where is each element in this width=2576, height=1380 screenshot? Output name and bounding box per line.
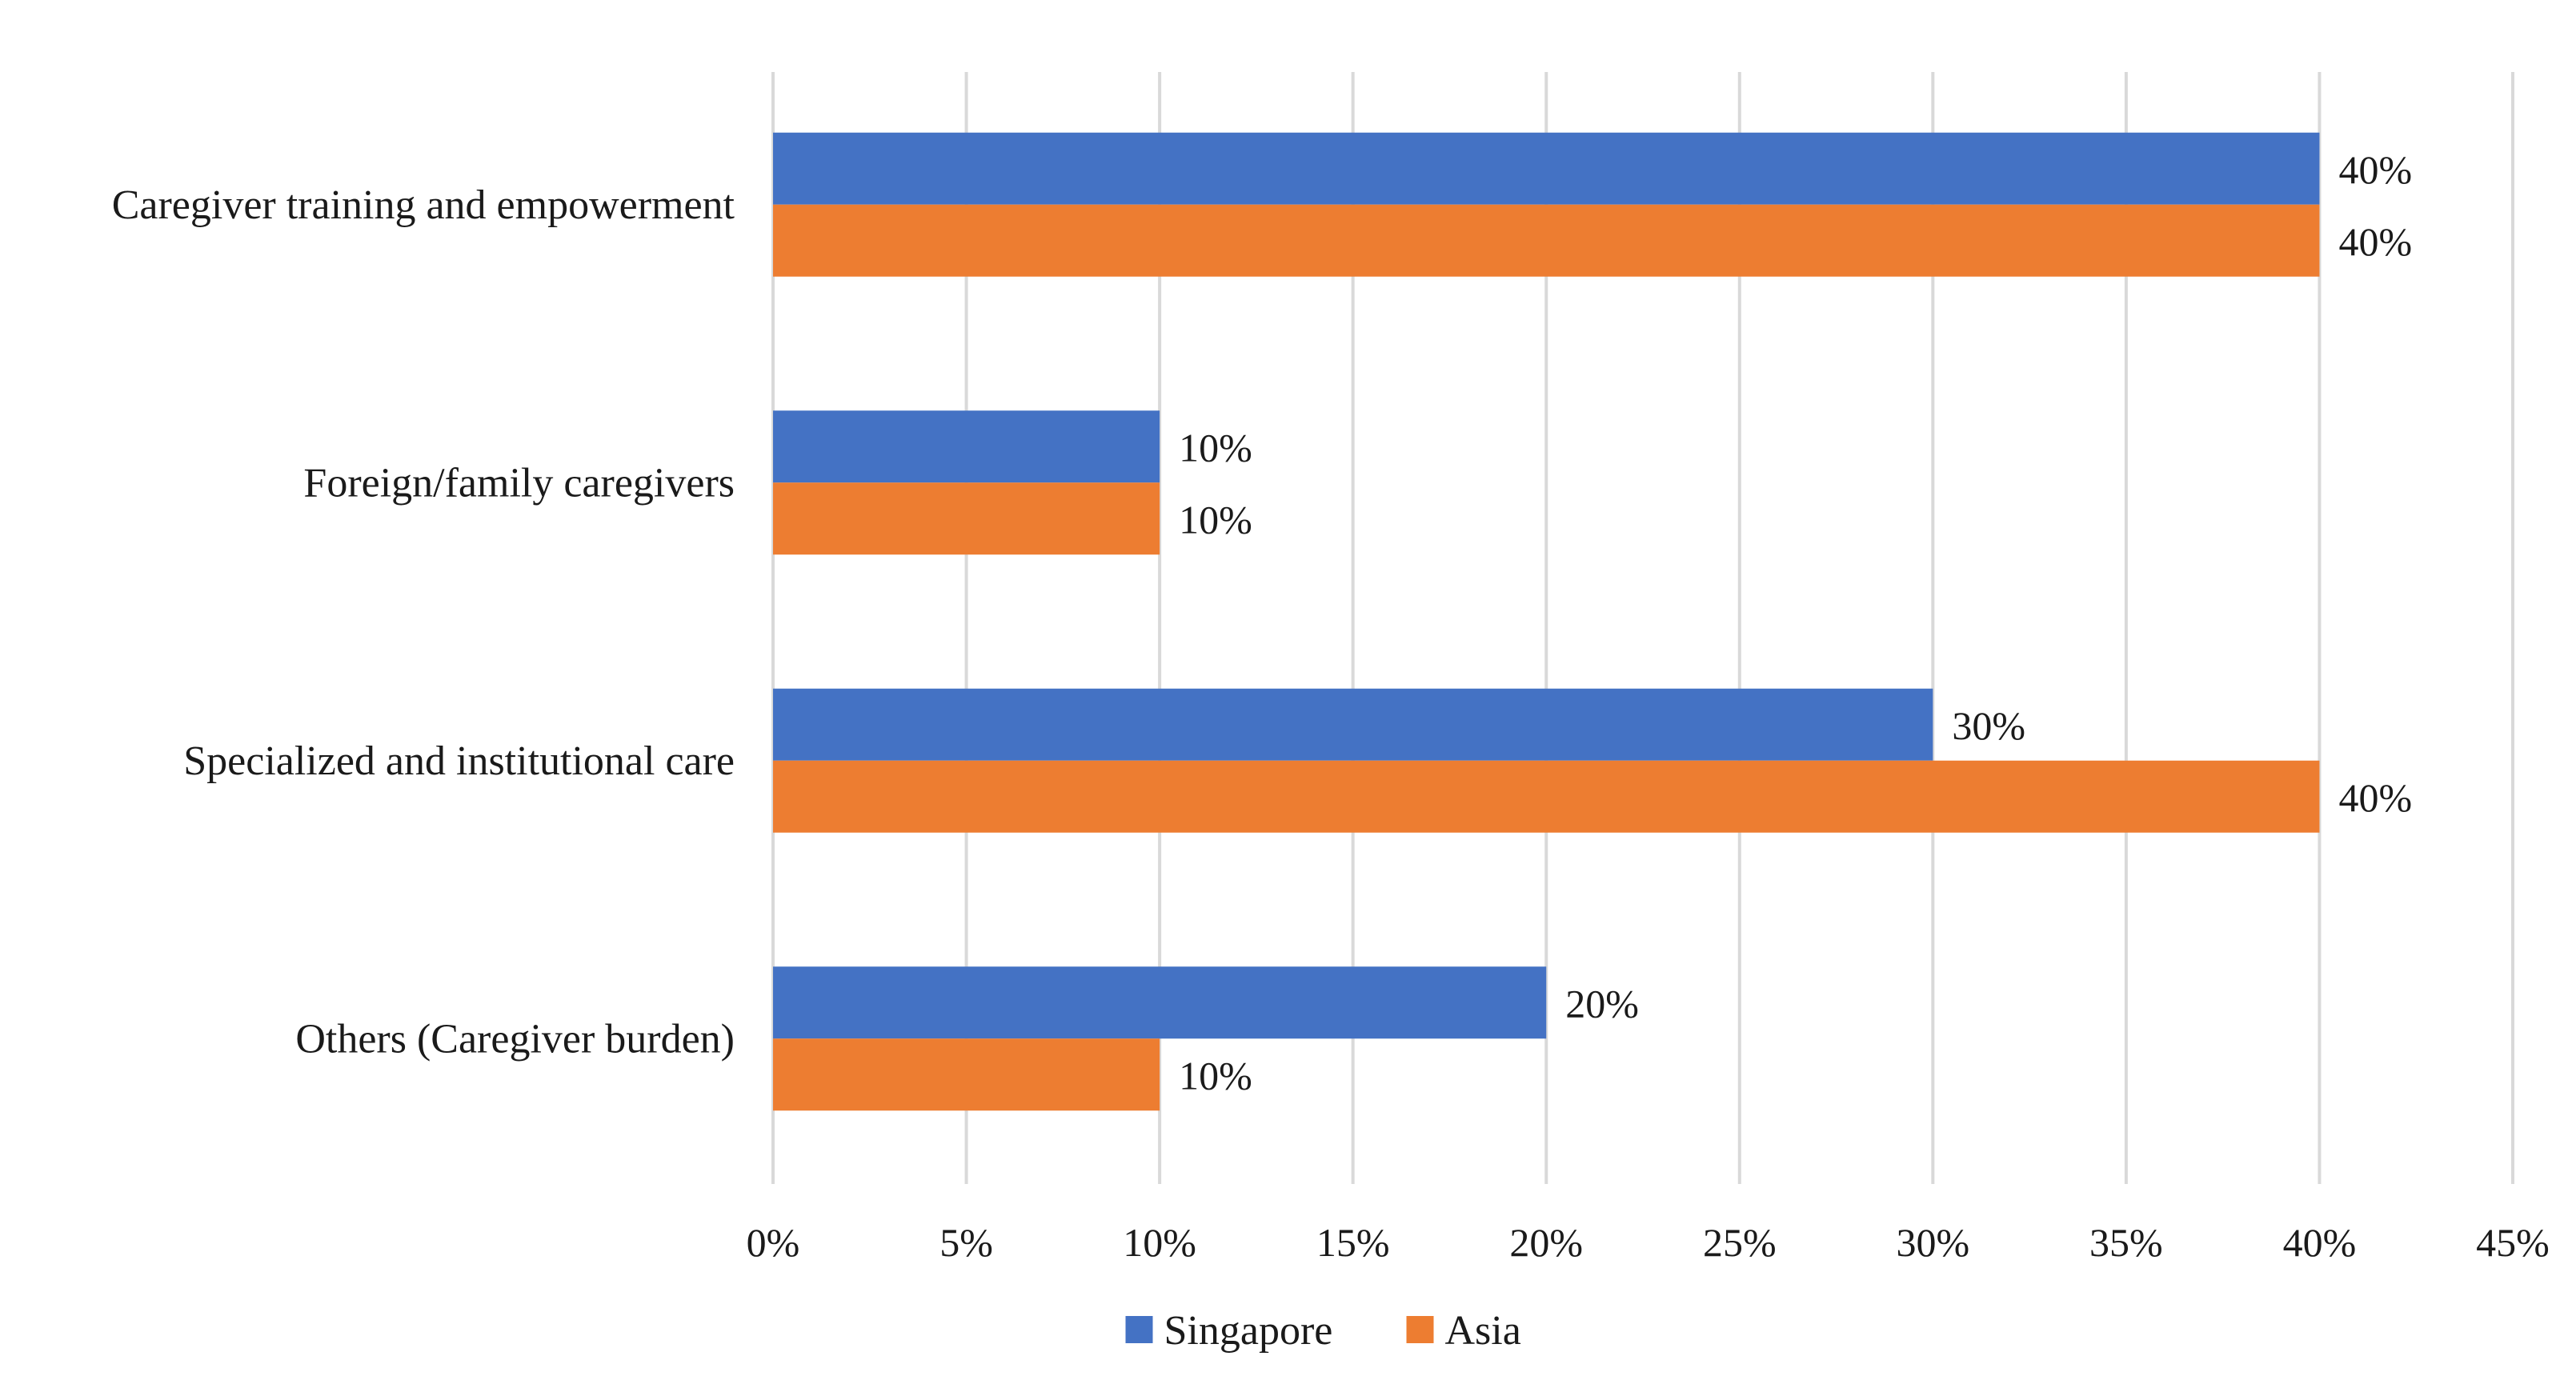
x-tick-label: 0% [747, 1220, 800, 1265]
bar-asia [773, 482, 1160, 555]
legend-swatch [1125, 1316, 1153, 1343]
legend-item-asia: Asia [1406, 1308, 1521, 1354]
legend-label: Singapore [1164, 1308, 1333, 1354]
legend-label: Asia [1445, 1308, 1521, 1354]
legend-item-singapore: Singapore [1125, 1308, 1333, 1354]
x-axis-ticks: 0% 5% 10% 15% 20% 25% 30% 35% 40% 45% [747, 1220, 2550, 1265]
data-label: 10% [1179, 425, 1252, 470]
x-tick-label: 30% [1897, 1220, 1970, 1265]
data-label: 40% [2338, 775, 2412, 820]
data-label: 10% [1179, 497, 1252, 542]
bar-singapore [773, 966, 1547, 1039]
bar-asia [773, 760, 2320, 833]
data-label: 40% [2338, 147, 2412, 192]
x-tick-label: 25% [1703, 1220, 1777, 1265]
bar-singapore [773, 132, 2320, 205]
bar-singapore [773, 688, 1933, 761]
x-tick-label: 20% [1509, 1220, 1583, 1265]
category-label: Specialized and institutional care [183, 738, 735, 784]
data-label: 10% [1179, 1053, 1252, 1098]
category-label: Caregiver training and empowerment [112, 182, 735, 228]
bar-asia [773, 204, 2320, 277]
category-label: Others (Caregiver burden) [295, 1016, 735, 1062]
category-label: Foreign/family caregivers [303, 460, 735, 506]
x-tick-label: 35% [2089, 1220, 2163, 1265]
bar-asia [773, 1038, 1160, 1111]
bar-singapore [773, 410, 1160, 483]
x-tick-label: 10% [1123, 1220, 1196, 1265]
x-tick-label: 15% [1316, 1220, 1390, 1265]
data-label: 30% [1952, 703, 2025, 748]
legend-swatch [1406, 1316, 1434, 1343]
bars [773, 132, 2320, 1111]
data-label: 40% [2338, 219, 2412, 264]
legend: Singapore Asia [1125, 1308, 1521, 1354]
category-labels: Caregiver training and empowerment Foreig… [112, 182, 735, 1062]
data-label: 20% [1565, 981, 1639, 1026]
x-tick-label: 5% [939, 1220, 993, 1265]
x-tick-label: 45% [2476, 1220, 2550, 1265]
x-tick-label: 40% [2283, 1220, 2357, 1265]
data-labels: 40% 40% 10% 10% 30% 40% 20% 10% [1179, 147, 2412, 1098]
